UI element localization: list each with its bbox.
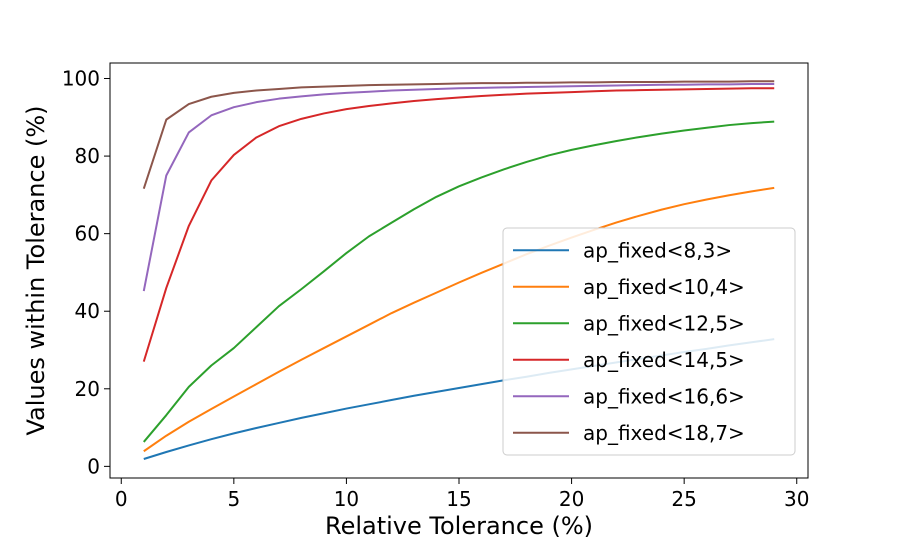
legend-label-6: ap_fixed<18,7> bbox=[583, 421, 745, 445]
legend-label-1: ap_fixed<8,3> bbox=[583, 238, 732, 262]
y-axis-label: Values within Tolerance (%) bbox=[22, 105, 50, 435]
y-tick-label: 0 bbox=[87, 454, 100, 478]
x-tick-label: 20 bbox=[559, 487, 584, 511]
series-line-2 bbox=[143, 186, 775, 453]
x-tick-label: 30 bbox=[784, 487, 809, 511]
series-line-6 bbox=[142, 80, 775, 189]
legend: ap_fixed<8,3> ap_fixed<10,4> ap_fixed<12,5… bbox=[502, 227, 796, 456]
legend-label-3: ap_fixed<12,5> bbox=[583, 311, 745, 335]
y-tick-label: 100 bbox=[62, 67, 100, 91]
series-layer bbox=[142, 80, 775, 460]
y-tick-label: 60 bbox=[75, 222, 100, 246]
legend-label-5: ap_fixed<16,6> bbox=[583, 384, 745, 408]
x-tick-label: 15 bbox=[446, 487, 471, 511]
y-tick-label: 20 bbox=[75, 377, 100, 401]
series-line-4 bbox=[142, 87, 775, 362]
x-axis: 0 5 10 15 20 25 30 bbox=[115, 478, 809, 511]
x-tick-label: 25 bbox=[671, 487, 696, 511]
legend-label-2: ap_fixed<10,4> bbox=[583, 275, 745, 299]
y-axis: 0 20 40 60 80 100 bbox=[62, 67, 110, 478]
series-line-5 bbox=[142, 82, 775, 292]
y-tick-label: 80 bbox=[75, 144, 100, 168]
x-tick-label: 10 bbox=[334, 487, 359, 511]
x-tick-label: 5 bbox=[227, 487, 240, 511]
x-tick-label: 0 bbox=[115, 487, 128, 511]
series-line-3 bbox=[143, 120, 775, 443]
legend-label-4: ap_fixed<14,5> bbox=[583, 348, 745, 372]
legend-box bbox=[502, 227, 796, 456]
y-tick-label: 40 bbox=[75, 299, 100, 323]
x-axis-label: Relative Tolerance (%) bbox=[325, 512, 593, 538]
